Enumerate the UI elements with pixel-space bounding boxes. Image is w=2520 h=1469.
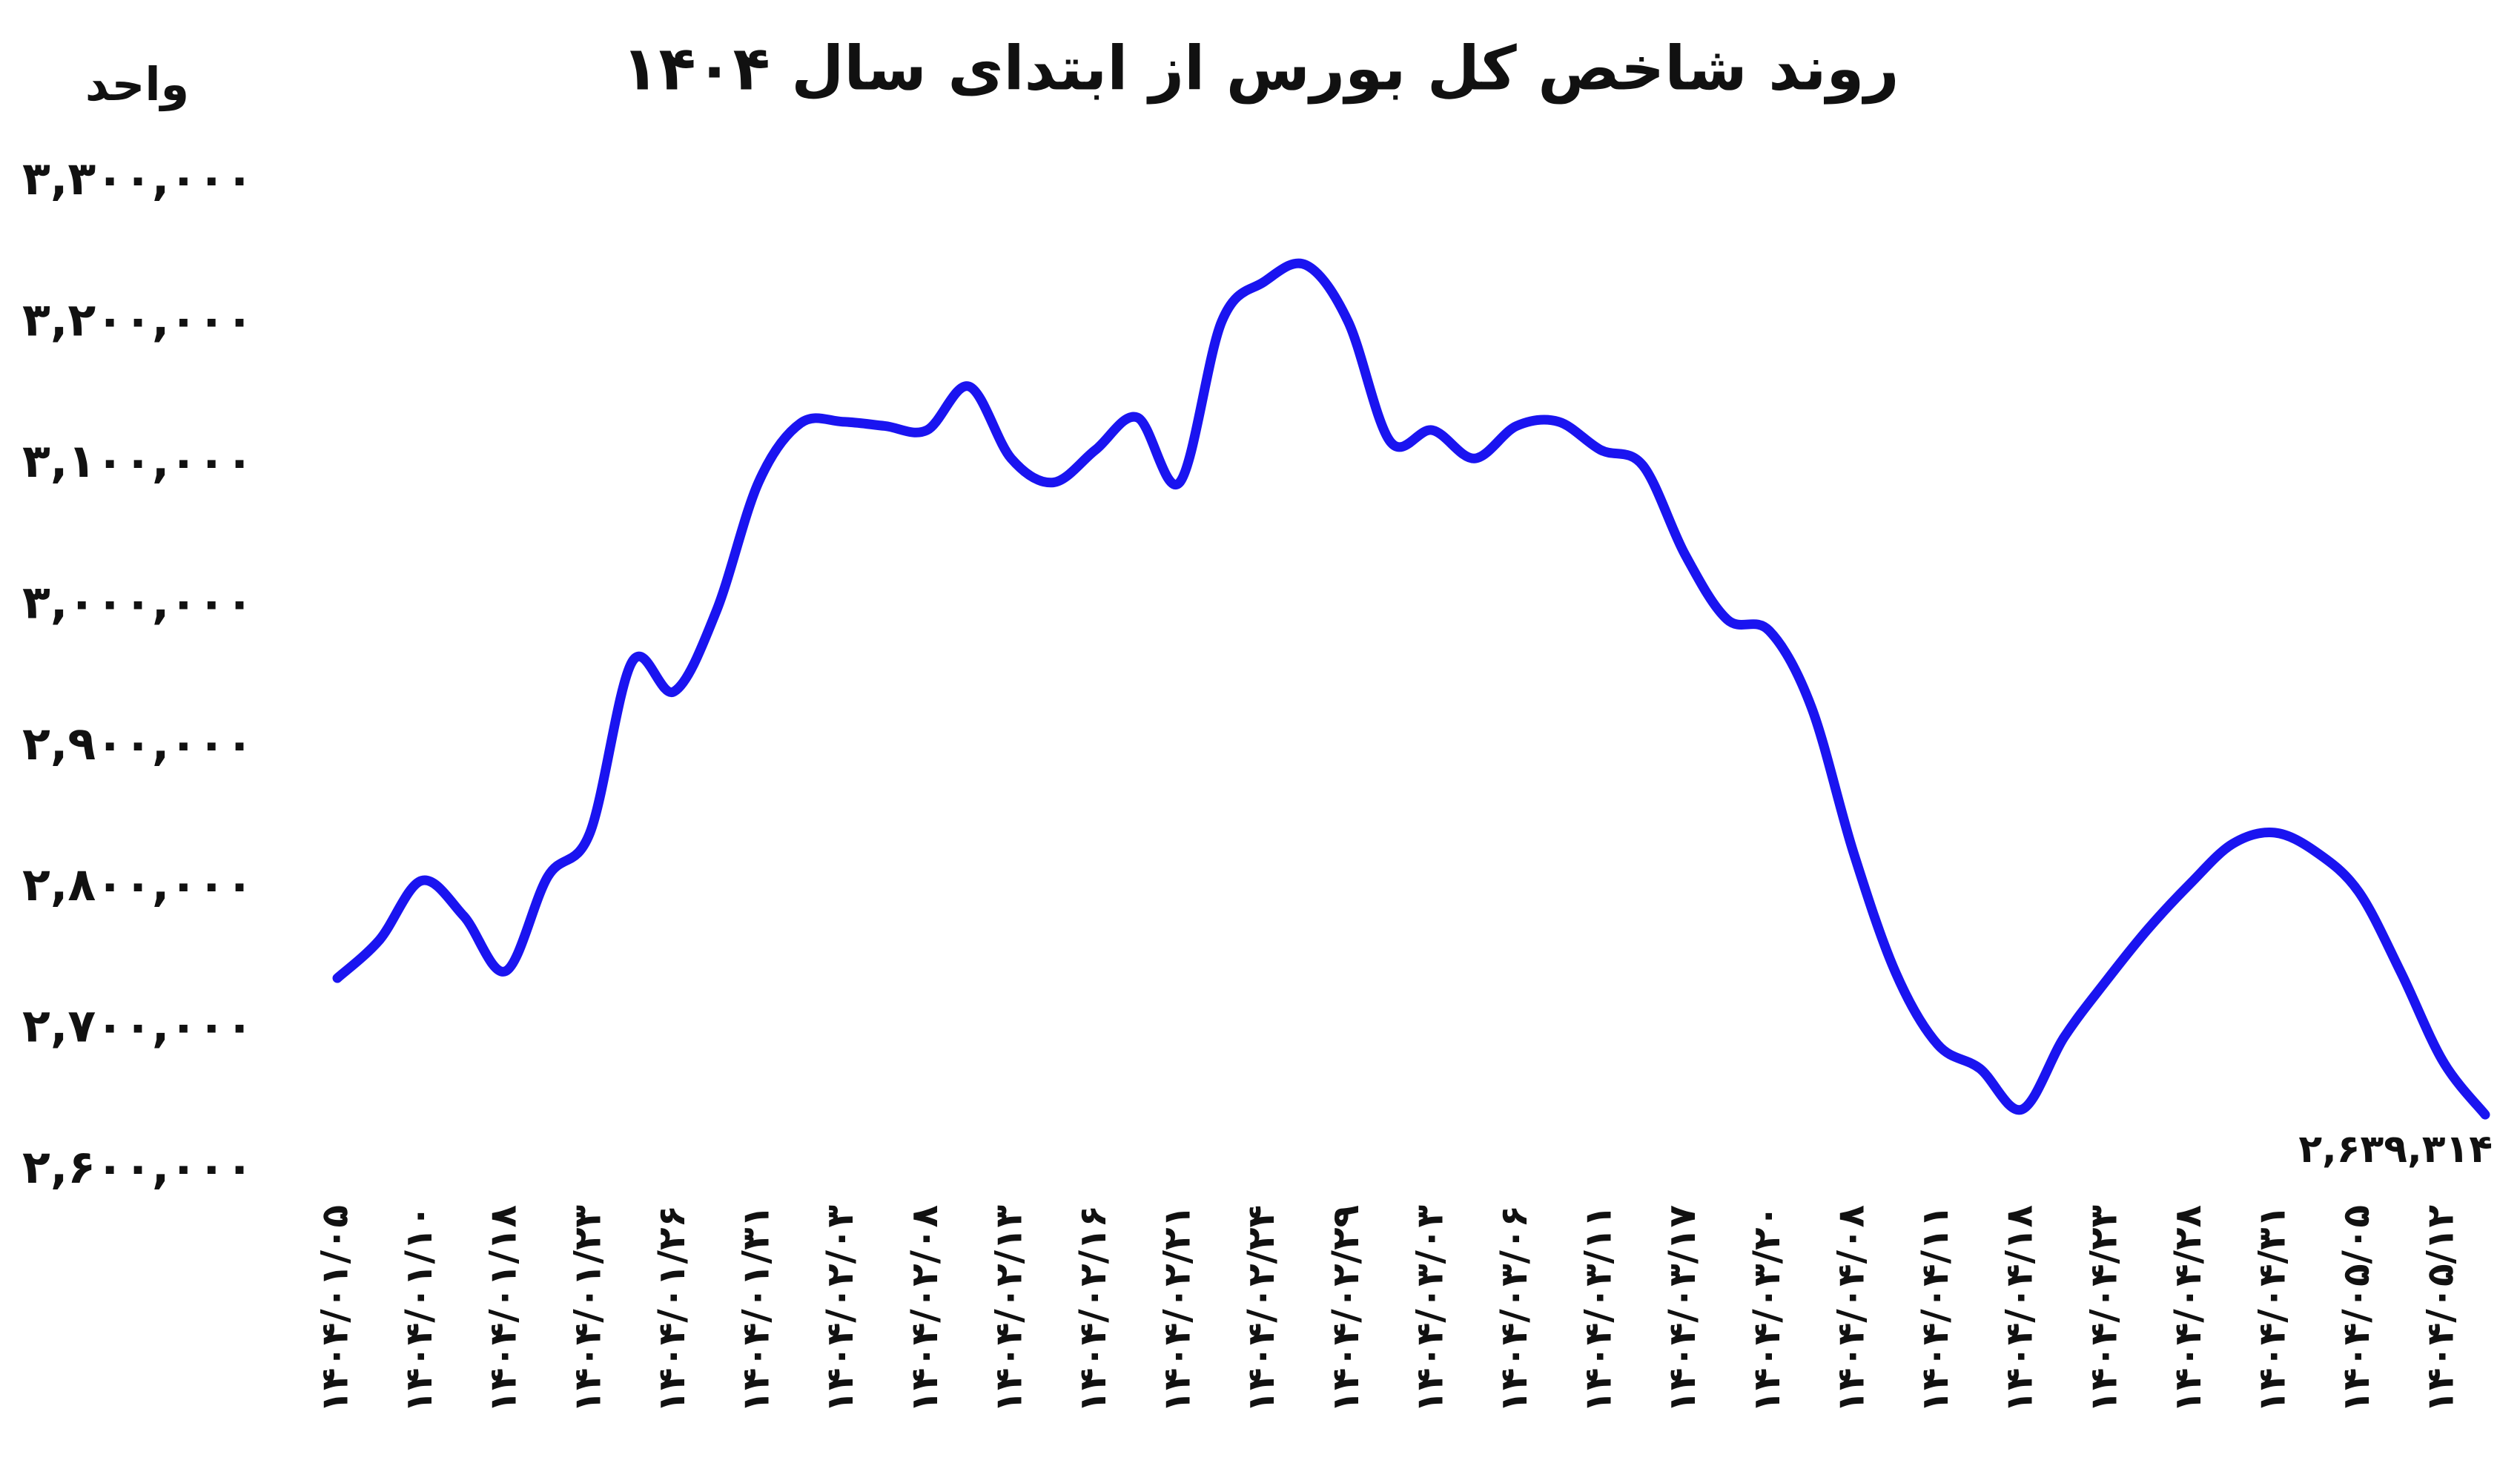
x-tick-label: ۱۴۰۴/۰۴/۱۱	[1914, 1205, 1957, 1413]
y-tick-label: ۲,۶۰۰,۰۰۰	[22, 1140, 254, 1194]
y-tick-label: ۲,۸۰۰,۰۰۰	[22, 857, 254, 911]
data-label: ۲,۶۳۹,۳۱۴	[2298, 1127, 2493, 1172]
x-tick-label: ۱۴۰۴/۰۲/۰۳	[818, 1205, 862, 1413]
x-tick-label: ۱۴۰۴/۰۱/۲۶	[650, 1205, 693, 1413]
y-tick-label: ۳,۳۰۰,۰۰۰	[22, 151, 254, 205]
x-tick-label: ۱۴۰۴/۰۲/۲۹	[1324, 1205, 1367, 1413]
x-tick-label: ۱۴۰۴/۰۳/۰۶	[1492, 1205, 1535, 1413]
y-axis-label: واحد	[85, 57, 189, 111]
x-tick-label: ۱۴۰۴/۰۴/۲۳	[2082, 1205, 2125, 1413]
x-tick-label: ۱۴۰۴/۰۲/۰۸	[903, 1205, 946, 1413]
x-tick-label: ۱۴۰۴/۰۲/۱۶	[1071, 1205, 1114, 1413]
x-tick-label: ۱۴۰۴/۰۵/۱۲	[2419, 1205, 2462, 1413]
x-tick-label: ۱۴۰۴/۰۱/۲۳	[566, 1205, 609, 1413]
x-tick-label: ۱۴۰۴/۰۲/۱۳	[987, 1205, 1030, 1413]
x-tick-label: ۱۴۰۴/۰۱/۱۰	[397, 1205, 440, 1413]
x-tick-label: ۱۴۰۴/۰۵/۰۵	[2335, 1205, 2378, 1413]
x-tick-label: ۱۴۰۴/۰۴/۰۸	[1829, 1205, 1872, 1413]
x-tick-label: ۱۴۰۴/۰۴/۱۸	[1998, 1205, 2041, 1413]
x-tick-label: ۱۴۰۴/۰۱/۳۱	[735, 1205, 778, 1413]
chart-title: روند شاخص کل بورس از ابتدای سال ۱۴۰۴	[621, 33, 1899, 105]
x-tick-label: ۱۴۰۴/۰۴/۳۱	[2250, 1205, 2293, 1413]
x-tick-label: ۱۴۰۴/۰۲/۲۴	[1240, 1205, 1283, 1413]
y-tick-label: ۳,۰۰۰,۰۰۰	[22, 575, 254, 629]
y-tick-label: ۳,۱۰۰,۰۰۰	[22, 434, 254, 488]
y-tick-label: ۲,۷۰۰,۰۰۰	[22, 999, 254, 1053]
x-tick-label: ۱۴۰۴/۰۳/۱۷	[1661, 1205, 1704, 1413]
y-tick-label: ۲,۹۰۰,۰۰۰	[22, 716, 254, 770]
x-tick-label: ۱۴۰۴/۰۴/۲۸	[2166, 1205, 2209, 1413]
x-tick-label: ۱۴۰۴/۰۱/۰۵	[314, 1205, 357, 1413]
x-tick-label: ۱۴۰۴/۰۲/۲۱	[1156, 1205, 1199, 1413]
x-tick-label: ۱۴۰۴/۰۳/۱۱	[1577, 1205, 1620, 1413]
x-tick-label: ۱۴۰۴/۰۳/۲۰	[1745, 1205, 1788, 1413]
x-tick-label: ۱۴۰۴/۰۱/۱۸	[482, 1205, 525, 1413]
y-tick-label: ۳,۲۰۰,۰۰۰	[22, 293, 254, 347]
x-tick-label: ۱۴۰۴/۰۳/۰۳	[1408, 1205, 1451, 1413]
line	[332, 258, 2490, 1120]
